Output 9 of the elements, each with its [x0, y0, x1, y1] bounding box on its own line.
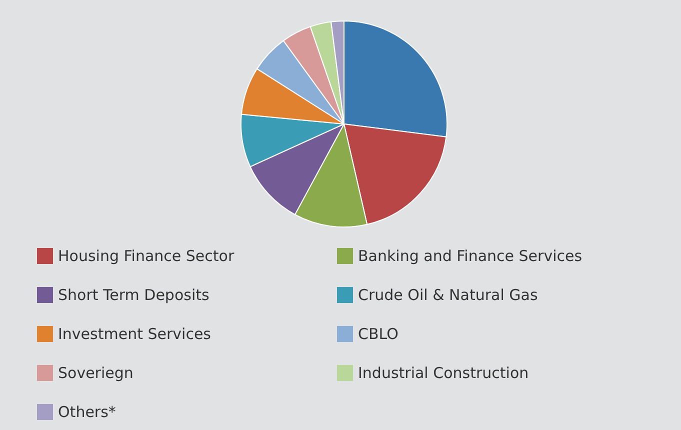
legend-label: Industrial Construction [358, 364, 529, 382]
legend-label: Short Term Deposits [58, 286, 210, 304]
legend-label: Others* [58, 403, 116, 421]
legend-label: Investment Services [58, 325, 212, 343]
legend-label: Soveriegn [58, 364, 134, 382]
legend-label: Banking and Finance Services [358, 247, 582, 265]
legend-label: Housing Finance Sector [58, 247, 235, 265]
legend-label: CBLO [358, 325, 398, 343]
legend-label: Crude Oil & Natural Gas [358, 286, 538, 304]
